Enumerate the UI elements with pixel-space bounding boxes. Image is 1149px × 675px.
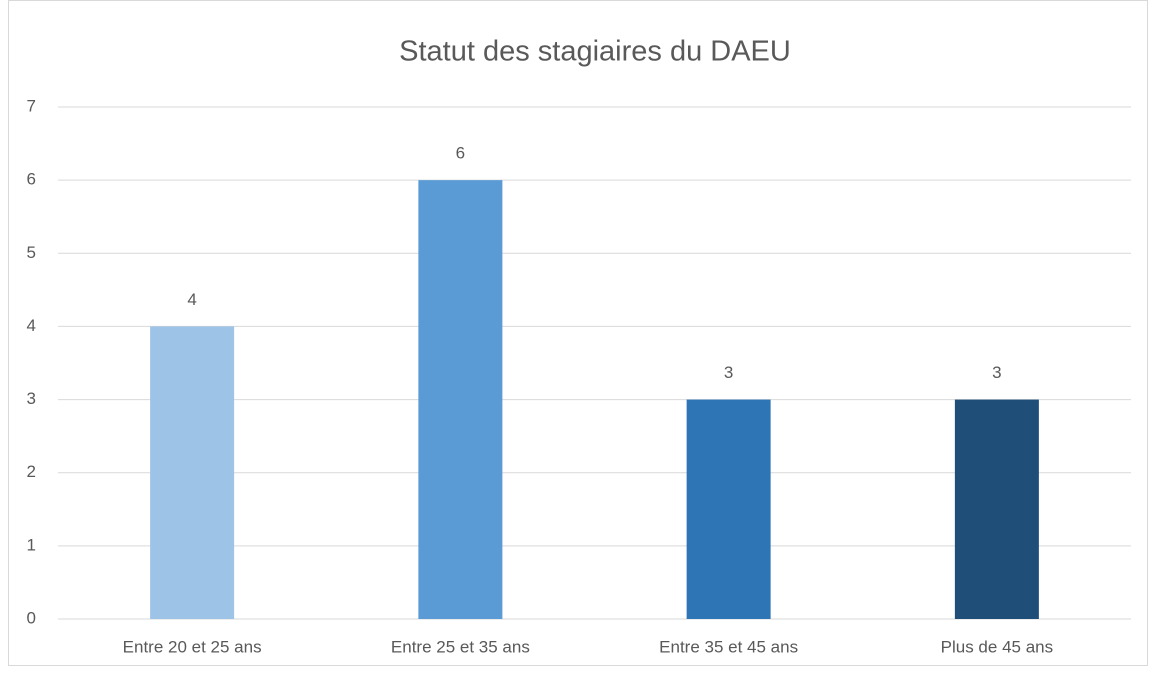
y-tick-label: 1 [27, 535, 36, 554]
data-label: 3 [724, 363, 733, 382]
x-tick-label: Entre 25 et 35 ans [391, 637, 530, 656]
bar [418, 180, 503, 619]
y-tick-label: 2 [27, 462, 36, 481]
x-tick-label: Entre 35 et 45 ans [659, 637, 798, 656]
data-label: 4 [187, 290, 196, 309]
x-tick-label: Entre 20 et 25 ans [123, 637, 262, 656]
data-label: 6 [456, 144, 465, 163]
bar [686, 399, 771, 619]
y-tick-label: 3 [27, 389, 36, 408]
y-tick-label: 7 [27, 96, 36, 115]
data-label: 3 [992, 363, 1001, 382]
y-tick-label: 6 [27, 170, 36, 189]
x-tick-label: Plus de 45 ans [941, 637, 1053, 656]
y-tick-label: 5 [27, 243, 36, 262]
y-tick-label: 0 [27, 608, 36, 627]
chart-title: Statut des stagiaires du DAEU [399, 36, 791, 68]
bar [954, 399, 1039, 619]
bar [150, 326, 235, 619]
y-tick-label: 4 [27, 316, 36, 335]
